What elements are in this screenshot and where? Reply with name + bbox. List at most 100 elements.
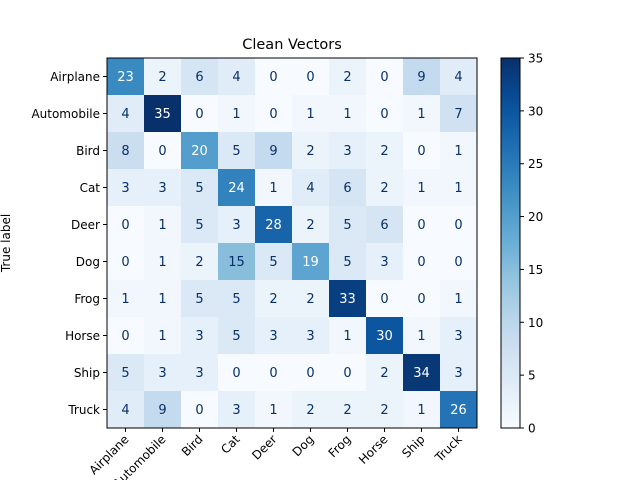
heatmap-cell	[440, 95, 478, 133]
cell-value-label: 1	[454, 181, 462, 196]
heatmap-cell	[107, 280, 145, 318]
cell-value-label: 1	[121, 292, 129, 307]
heatmap-cell	[255, 243, 293, 281]
cell-value-label: 6	[195, 70, 203, 85]
cell-value-label: 3	[158, 181, 166, 196]
heatmap-cell	[329, 391, 367, 429]
cell-value-label: 0	[158, 144, 166, 159]
cell-value-label: 35	[154, 107, 171, 122]
cell-value-label: 0	[380, 107, 388, 122]
cell-value-label: 9	[417, 70, 425, 85]
heatmap-cell	[218, 391, 256, 429]
heatmap-cell	[440, 132, 478, 170]
colorbar-tick-label: 30	[528, 104, 543, 118]
y-tick-label: Frog	[74, 292, 100, 306]
cell-value-label: 0	[232, 366, 240, 381]
cell-value-label: 3	[195, 329, 203, 344]
heatmap-cell	[255, 132, 293, 170]
cell-value-label: 4	[454, 70, 462, 85]
cell-value-label: 33	[339, 292, 356, 307]
cell-value-label: 1	[306, 107, 314, 122]
heatmap-cell	[218, 132, 256, 170]
cell-value-label: 3	[380, 255, 388, 270]
cell-value-label: 0	[454, 255, 462, 270]
x-tick-label: Dog	[290, 432, 317, 459]
cell-value-label: 2	[380, 181, 388, 196]
x-tick-label: Truck	[432, 432, 465, 465]
y-tick-label: Airplane	[50, 70, 100, 84]
heatmap-cell	[218, 169, 256, 207]
heatmap-cell	[329, 95, 367, 133]
cell-value-label: 0	[195, 107, 203, 122]
heatmap-cell	[366, 280, 404, 318]
heatmap-cell	[403, 132, 441, 170]
heatmap-cell	[292, 95, 330, 133]
cell-value-label: 6	[380, 218, 388, 233]
cell-value-label: 5	[195, 218, 203, 233]
x-tick-label: Bird	[179, 432, 206, 459]
colorbar-tick-label: 20	[528, 210, 543, 224]
y-tick-label: Deer	[71, 218, 100, 232]
heatmap-cell	[144, 132, 182, 170]
cell-value-label: 3	[454, 366, 462, 381]
heatmap-cell	[144, 95, 182, 133]
heatmap-cell	[403, 354, 441, 392]
heatmap-cell	[440, 58, 478, 96]
colorbar-tick-label: 35	[528, 52, 543, 66]
cell-value-label: 30	[376, 329, 393, 344]
heatmap-cell	[144, 58, 182, 96]
cell-value-label: 0	[121, 218, 129, 233]
chart-title: Clean Vectors	[242, 37, 342, 53]
y-tick-label: Truck	[67, 403, 100, 417]
heatmap-cells	[107, 58, 478, 429]
cell-value-label: 1	[454, 292, 462, 307]
cell-value-label: 24	[228, 181, 245, 196]
heatmap-cell	[107, 132, 145, 170]
heatmap-cell	[144, 280, 182, 318]
heatmap-cell	[255, 58, 293, 96]
heatmap-cell	[181, 391, 219, 429]
cell-value-label: 2	[158, 70, 166, 85]
cell-value-label: 3	[269, 329, 277, 344]
heatmap-cell	[403, 95, 441, 133]
heatmap-cell	[255, 354, 293, 392]
cell-value-label: 5	[343, 255, 351, 270]
cell-value-label: 0	[417, 255, 425, 270]
y-tick-label: Automobile	[31, 107, 100, 121]
heatmap-cell	[440, 169, 478, 207]
plot-frame	[106, 57, 478, 429]
y-tick-label: Dog	[76, 255, 100, 269]
heatmap-cell	[255, 280, 293, 318]
colorbar-tick-label: 15	[528, 263, 543, 277]
cell-value-label: 5	[232, 292, 240, 307]
heatmap-cell	[292, 391, 330, 429]
cell-value-label: 1	[232, 107, 240, 122]
cell-value-label: 1	[158, 329, 166, 344]
heatmap-cell	[329, 280, 367, 318]
colorbar-tick-label: 10	[528, 316, 543, 330]
cell-value-label: 1	[343, 329, 351, 344]
cell-value-label: 0	[269, 366, 277, 381]
heatmap-cell	[218, 58, 256, 96]
y-tick-label: Ship	[74, 366, 100, 380]
cell-value-label: 23	[117, 70, 134, 85]
x-tick-label: Deer	[249, 432, 279, 462]
y-tick-label: Horse	[65, 329, 100, 343]
colorbar-ticks: 0 5 10 15 20 25 30 35	[520, 52, 543, 436]
colorbar	[500, 57, 521, 429]
heatmap-cell	[144, 354, 182, 392]
cell-value-label: 2	[380, 144, 388, 159]
heatmap-cell	[107, 206, 145, 244]
heatmap-cell	[292, 58, 330, 96]
heatmap-cell	[218, 280, 256, 318]
cell-value-label: 5	[195, 181, 203, 196]
cell-value-label: 0	[269, 70, 277, 85]
heatmap-cell	[329, 206, 367, 244]
heatmap-cell	[292, 354, 330, 392]
cell-value-label: 5	[195, 292, 203, 307]
cell-value-label: 2	[380, 403, 388, 418]
heatmap-cell	[329, 243, 367, 281]
heatmap-cell	[144, 243, 182, 281]
